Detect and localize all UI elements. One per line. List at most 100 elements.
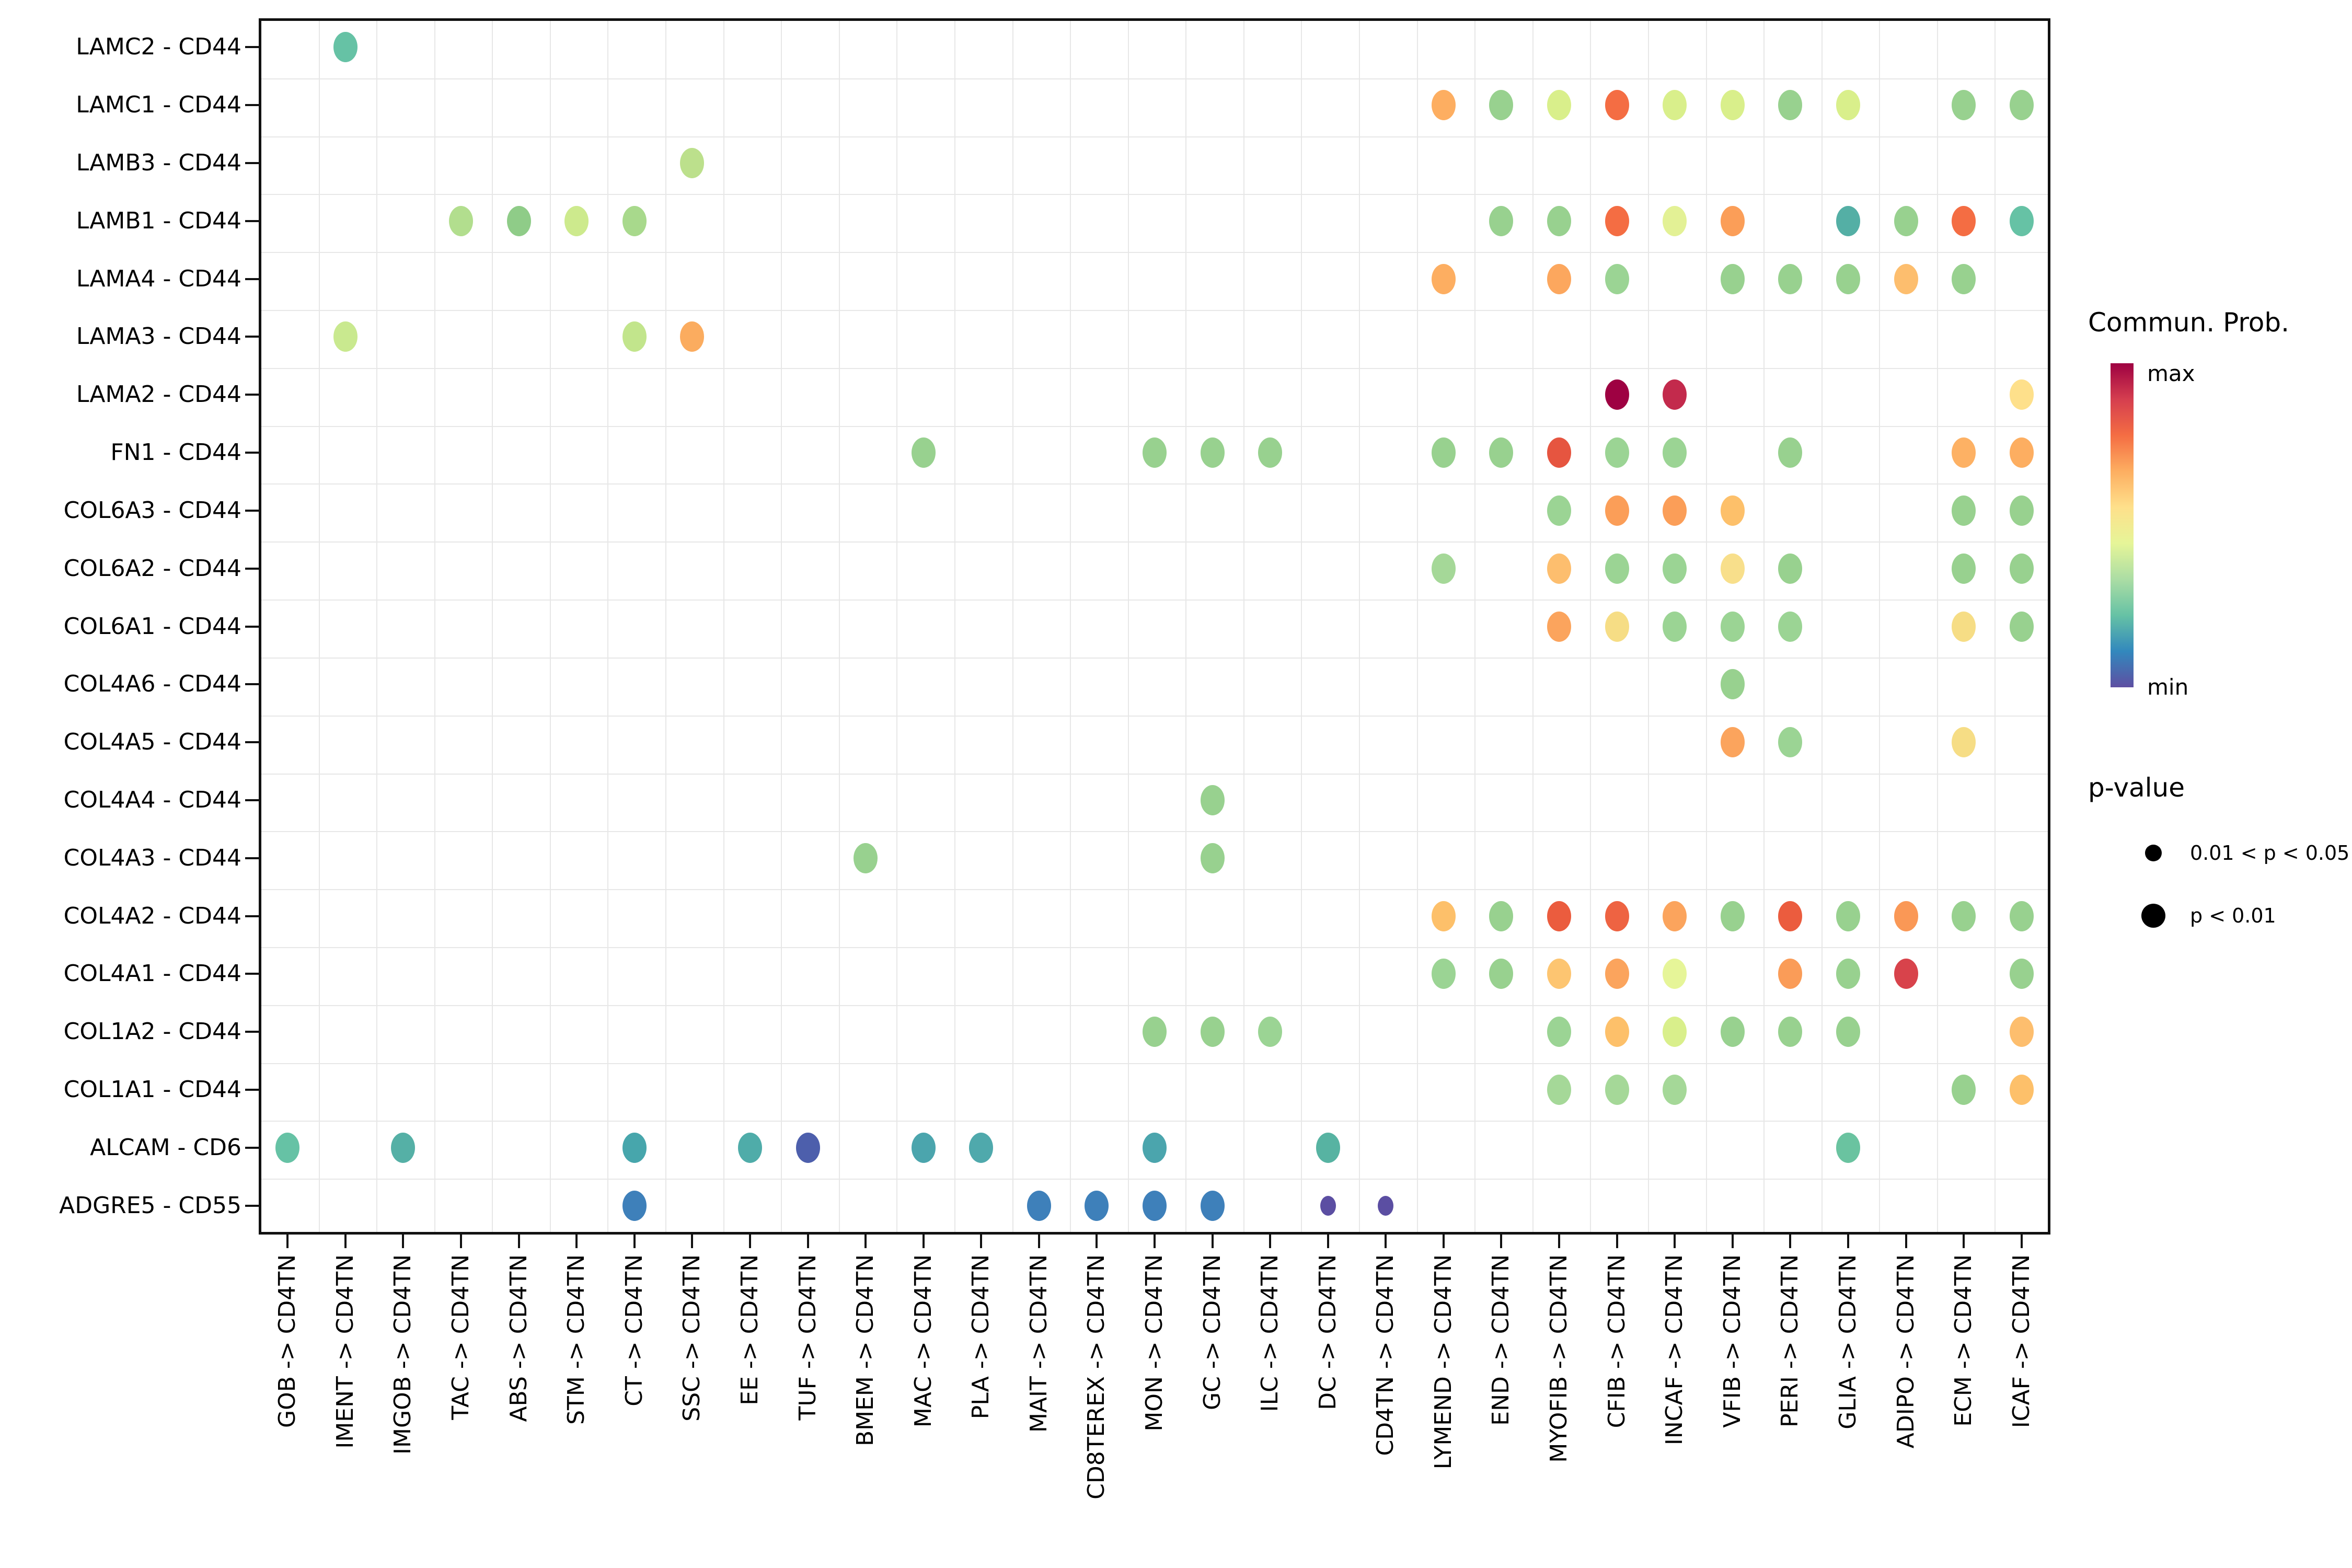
- y-axis-label: LAMA2 - CD44: [76, 381, 241, 408]
- x-axis-label: TUF -> CD4TN: [794, 1254, 821, 1421]
- data-point: [1200, 1017, 1225, 1047]
- gridline: [434, 21, 435, 1232]
- x-axis-label: TAC -> CD4TN: [447, 1254, 475, 1420]
- y-axis-label: COL6A2 - CD44: [63, 555, 241, 582]
- y-axis-tick: [245, 857, 259, 859]
- data-point: [1489, 205, 1514, 236]
- x-axis-tick: [748, 1235, 751, 1248]
- y-axis-label: COL4A5 - CD44: [63, 729, 241, 756]
- data-point: [1605, 1074, 1629, 1105]
- data-point: [1836, 901, 1860, 931]
- gridline: [1590, 21, 1592, 1232]
- data-point: [1027, 1190, 1051, 1221]
- x-axis-tick: [633, 1235, 636, 1248]
- data-point: [1894, 959, 1918, 989]
- gridline: [1070, 21, 1071, 1232]
- gridline: [318, 21, 320, 1232]
- data-point: [1952, 495, 1976, 526]
- data-point: [1605, 553, 1629, 584]
- x-axis-label: DC -> CD4TN: [1314, 1254, 1341, 1410]
- x-axis-tick: [1731, 1235, 1734, 1248]
- x-axis-tick: [864, 1235, 867, 1248]
- y-axis-label: LAMA4 - CD44: [76, 265, 241, 292]
- gridline: [1532, 21, 1534, 1232]
- gridline: [261, 483, 2048, 485]
- data-point: [1547, 959, 1572, 989]
- data-point: [1894, 205, 1918, 236]
- y-axis-label: LAMC2 - CD44: [76, 33, 241, 61]
- gridline: [1474, 21, 1476, 1232]
- x-axis-tick: [806, 1235, 809, 1248]
- data-point: [1720, 90, 1745, 121]
- colorbar-gradient: [2111, 363, 2134, 687]
- x-axis-tick: [1963, 1235, 1965, 1248]
- data-point: [333, 32, 358, 63]
- data-point: [2009, 959, 2034, 989]
- x-axis-label: VFIB -> CD4TN: [1719, 1254, 1746, 1428]
- gridline: [665, 21, 667, 1232]
- data-point: [1547, 1017, 1572, 1047]
- x-axis-tick: [1616, 1235, 1618, 1248]
- gridline: [1359, 21, 1361, 1232]
- gridline: [723, 21, 724, 1232]
- data-point: [564, 205, 589, 236]
- y-axis-tick: [245, 567, 259, 570]
- gridline: [1301, 21, 1302, 1232]
- gridline: [838, 21, 840, 1232]
- x-axis-tick: [1674, 1235, 1676, 1248]
- data-point: [1720, 553, 1745, 584]
- data-point: [333, 321, 358, 352]
- x-axis-label: PLA -> CD4TN: [967, 1254, 995, 1420]
- data-point: [449, 205, 474, 236]
- y-axis-label: ALCAM - CD6: [90, 1134, 241, 1161]
- data-point: [1836, 205, 1860, 236]
- data-point: [1431, 437, 1456, 468]
- x-axis-label: EE -> CD4TN: [736, 1254, 763, 1405]
- data-point: [2009, 205, 2034, 236]
- x-axis-tick: [1442, 1235, 1445, 1248]
- data-point: [1720, 495, 1745, 526]
- pvalue-small-label: 0.01 < p < 0.05: [2190, 841, 2350, 864]
- x-axis-tick: [1269, 1235, 1272, 1248]
- x-axis-label: ICAF -> CD4TN: [2008, 1254, 2035, 1428]
- x-axis-label: GC -> CD4TN: [1198, 1254, 1226, 1410]
- data-point: [1778, 727, 1803, 758]
- data-point: [1489, 90, 1514, 121]
- pvalue-legend-title: p-value: [2088, 773, 2185, 803]
- y-axis-tick: [245, 46, 259, 49]
- x-axis-label: MAC -> CD4TN: [909, 1254, 937, 1428]
- data-point: [1431, 553, 1456, 584]
- data-point: [1720, 205, 1745, 236]
- data-point: [1894, 901, 1918, 931]
- x-axis-label: GLIA -> CD4TN: [1834, 1254, 1861, 1429]
- data-point: [1778, 1017, 1803, 1047]
- gridline: [261, 657, 2048, 659]
- data-point: [1143, 1190, 1167, 1221]
- data-point: [1836, 1132, 1860, 1163]
- gridline: [261, 715, 2048, 717]
- gridline: [1647, 21, 1649, 1232]
- data-point: [1778, 553, 1803, 584]
- data-point: [1663, 1017, 1687, 1047]
- data-point: [2009, 1074, 2034, 1105]
- colorbar-max-label: max: [2147, 361, 2195, 386]
- data-point: [1547, 611, 1572, 642]
- data-point: [1663, 205, 1687, 236]
- data-point: [1258, 1017, 1283, 1047]
- data-point: [1720, 263, 1745, 294]
- y-axis-tick: [245, 1031, 259, 1033]
- y-axis-label: COL6A3 - CD44: [63, 497, 241, 524]
- x-axis-tick: [1096, 1235, 1098, 1248]
- gridline: [261, 78, 2048, 79]
- y-axis-label: LAMB1 - CD44: [76, 207, 241, 234]
- x-axis-label: STM -> CD4TN: [563, 1254, 590, 1425]
- gridline: [1416, 21, 1418, 1232]
- gridline: [1127, 21, 1129, 1232]
- pvalue-large-dot-icon: [2141, 904, 2165, 928]
- data-point: [2009, 553, 2034, 584]
- gridline: [261, 599, 2048, 601]
- x-axis-tick: [460, 1235, 463, 1248]
- x-axis-label: ILC -> CD4TN: [1256, 1254, 1284, 1412]
- data-point: [1720, 669, 1745, 700]
